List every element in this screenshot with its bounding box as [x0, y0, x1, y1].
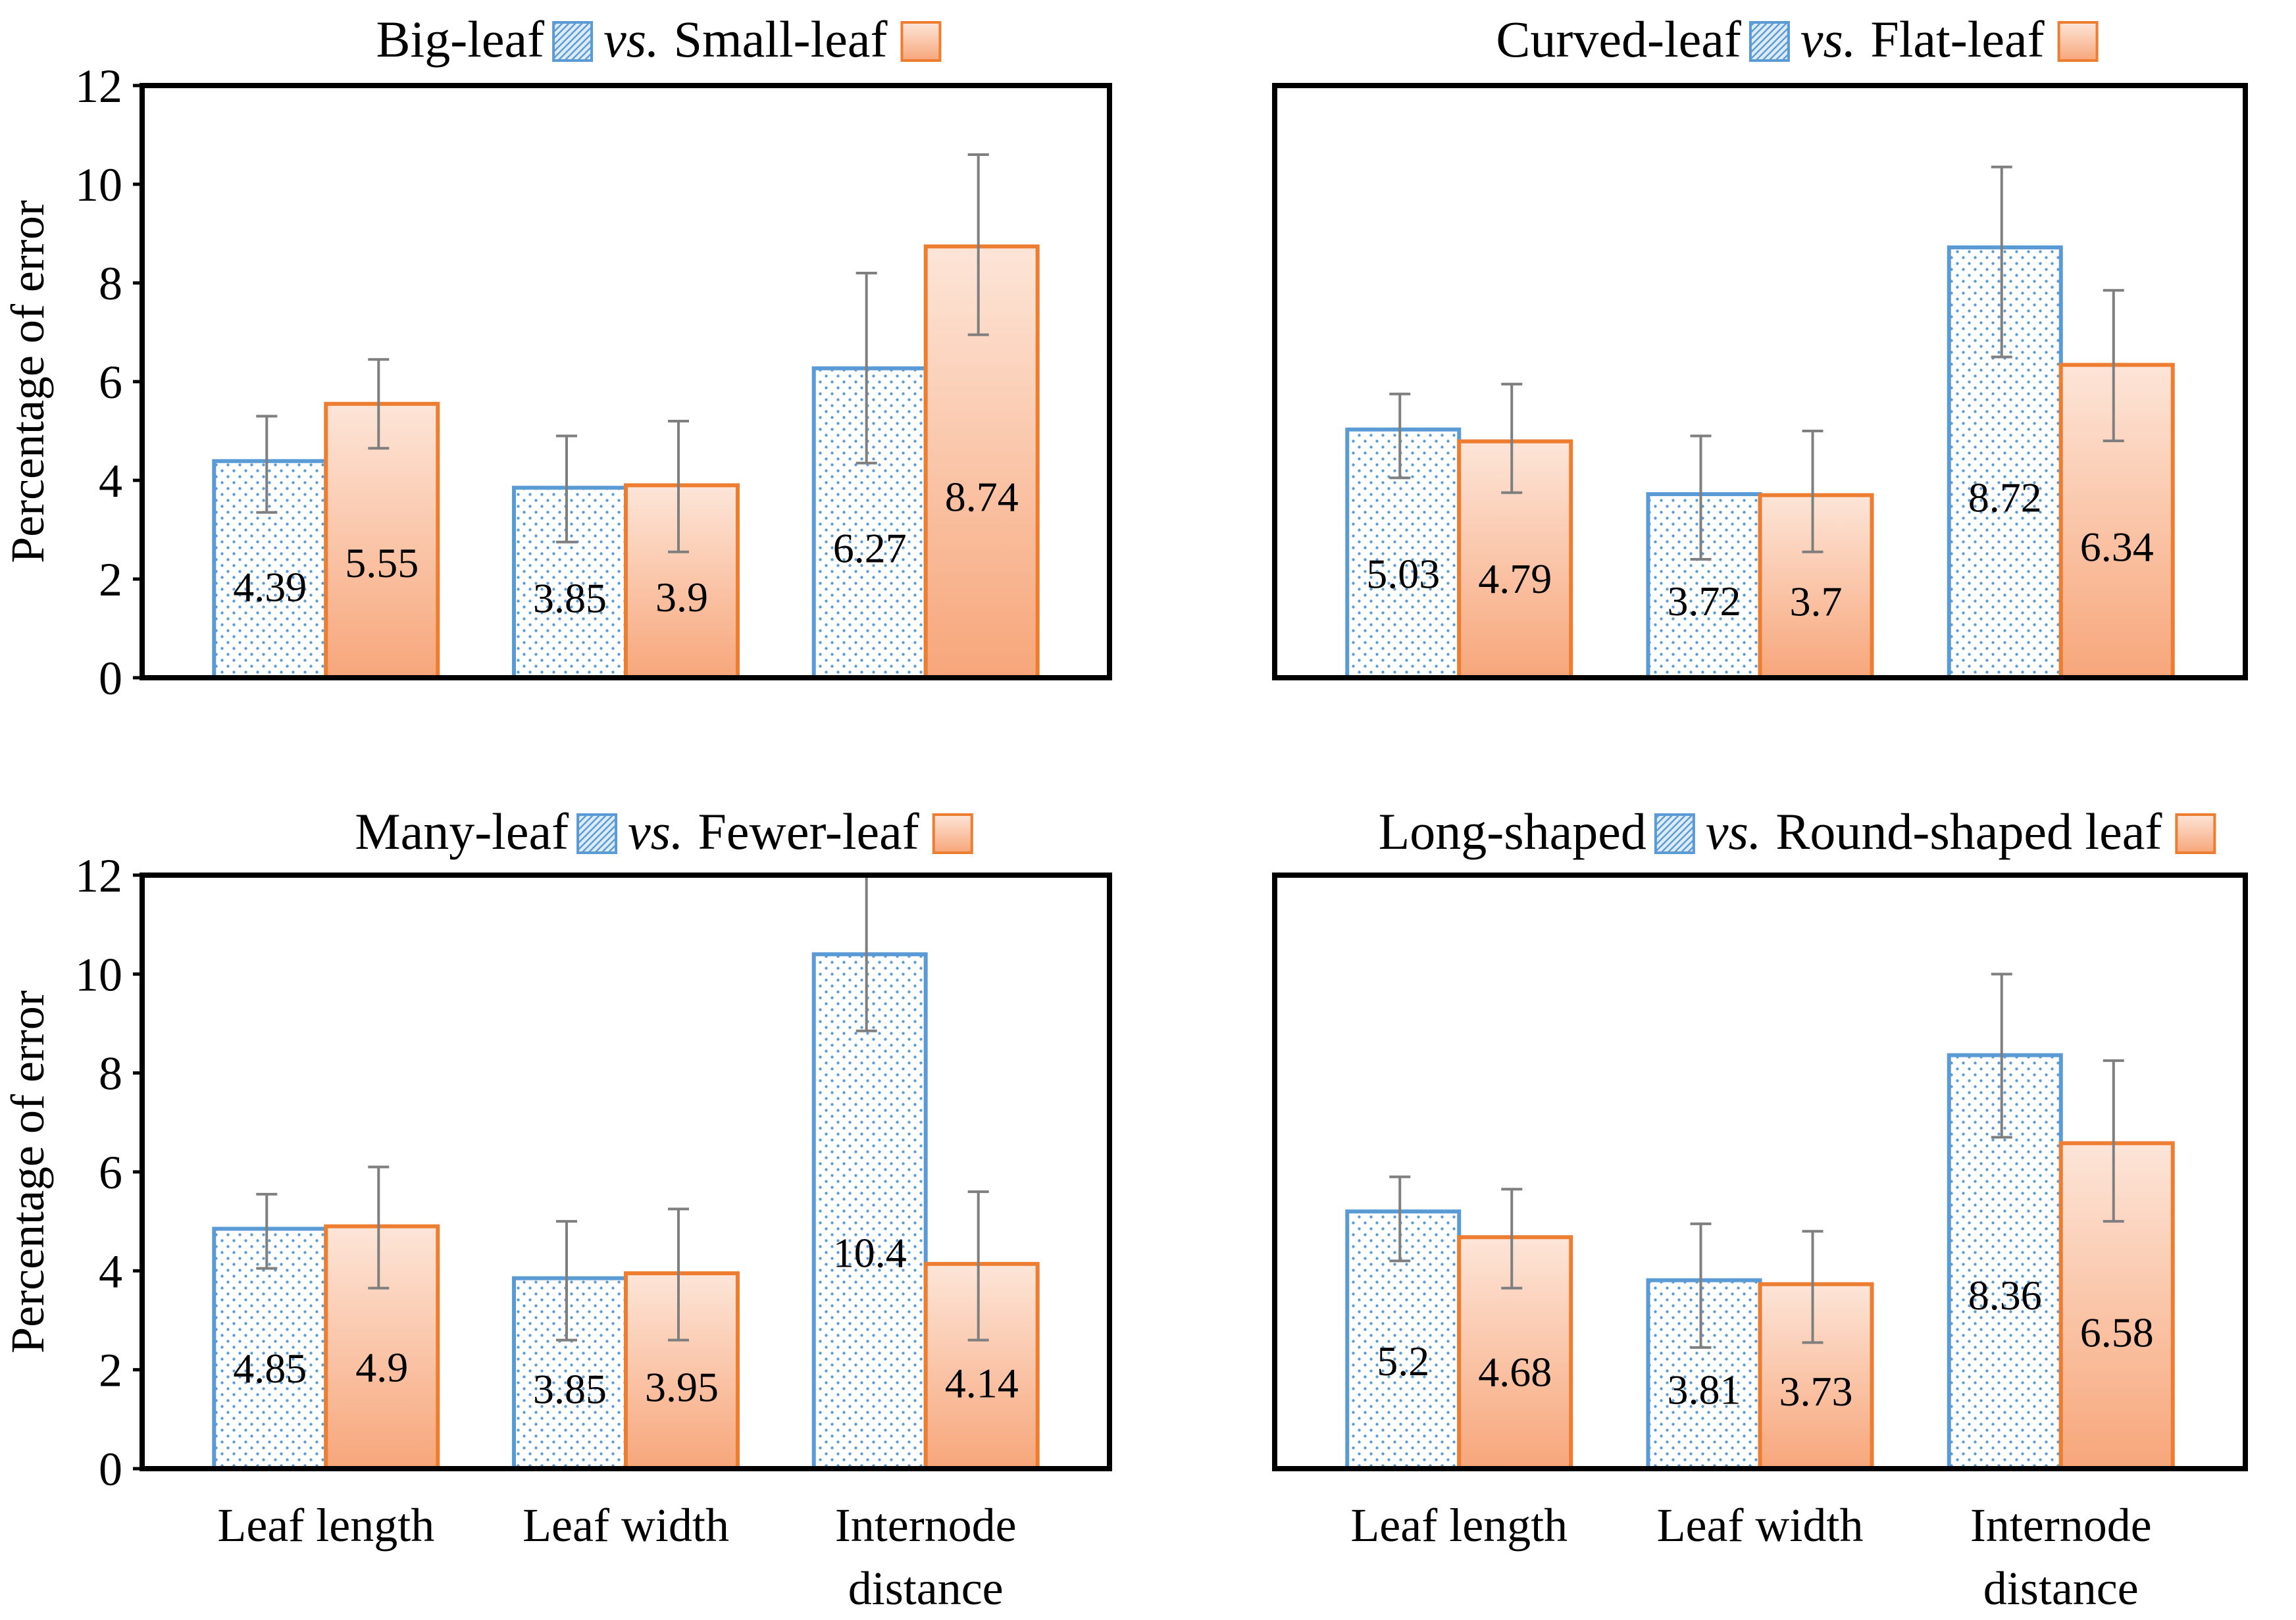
data-label: 3.85 [533, 575, 607, 622]
chart-title: Long-shaped vs. Round-shaped leaf [1379, 803, 2162, 860]
data-label: 6.58 [2080, 1309, 2154, 1355]
y-tick-label: 10 [75, 948, 122, 1001]
vs-label: vs. [1706, 803, 1761, 860]
data-label: 6.34 [2080, 523, 2154, 570]
y-tick-label: 0 [99, 652, 122, 705]
plot-frame [1272, 873, 2248, 1471]
x-tick-label: Internode distance [1970, 1499, 2152, 1615]
y-tick-label: 12 [75, 60, 122, 113]
bar-b [624, 1271, 740, 1471]
data-label: 4.68 [1478, 1348, 1552, 1395]
legend-label-b: Flat-leaf [1870, 11, 2044, 68]
bar-b [923, 1261, 1040, 1471]
bar-a [811, 952, 928, 1471]
vs-label: vs. [1800, 11, 1856, 68]
bar-a [1947, 245, 2063, 680]
chart-panel-1: Big-leaf vs. Small-leaf 4.39 5.55 3.85 3.9 6.27… [1, 11, 1112, 705]
legend-swatch-b [932, 813, 973, 854]
x-tick-label: Internode distance [835, 1499, 1017, 1615]
legend-label-a: Curved-leaf [1496, 11, 1741, 68]
data-label: 5.03 [1366, 551, 1440, 597]
y-tick-label: 2 [99, 553, 122, 606]
data-label: 6.27 [833, 524, 907, 571]
chart-panel-2: Curved-leaf vs. Flat-leaf 5.03 4.79 3.72 3.7 8.… [1272, 11, 2248, 680]
chart-panel-3: Many-leaf vs. Fewer-leaf 4.85 4.9 Leaf length… [1, 803, 1112, 1615]
bar-a [212, 459, 328, 680]
bar-b [1758, 1282, 1874, 1471]
data-label: 4.39 [233, 564, 307, 611]
legend-swatch-a [552, 21, 594, 62]
legend-label-b: Small-leaf [674, 11, 888, 68]
chart-title: Big-leaf vs. Small-leaf [376, 11, 888, 68]
data-label: 8.72 [1968, 474, 2042, 520]
legend-label-a: Many-leaf [355, 803, 569, 860]
y-tick-label: 6 [99, 1146, 122, 1199]
legend-swatch-a [1654, 813, 1695, 854]
data-label: 3.73 [1779, 1368, 1853, 1415]
y-tick-label: 0 [99, 1443, 122, 1496]
legend-swatch-a [576, 813, 618, 854]
chart-title: Many-leaf vs. Fewer-leaf [355, 803, 919, 860]
x-tick-label: Leaf length [217, 1499, 434, 1552]
legend-swatch-b [900, 21, 942, 62]
x-tick-label: Leaf width [523, 1499, 729, 1552]
y-tick-label: 4 [99, 1245, 122, 1298]
vs-label: vs. [628, 803, 683, 860]
legend-label-a: Big-leaf [376, 11, 545, 68]
legend-label-a: Long-shaped [1379, 803, 1646, 860]
data-label: 8.36 [1968, 1272, 2042, 1319]
y-tick-label: 8 [99, 257, 122, 310]
legend-label-b: Round-shaped leaf [1775, 803, 2162, 860]
bar-a [1646, 492, 1762, 680]
y-axis-label: Percentage of error [1, 990, 54, 1354]
data-label: 5.55 [345, 540, 419, 586]
chart-panel-4: Long-shaped vs. Round-shaped leaf 5.2 4.68 Le… [1272, 803, 2248, 1615]
bar-a [811, 366, 928, 680]
chart-title: Curved-leaf vs. Flat-leaf [1496, 11, 2044, 68]
data-label: 10.4 [833, 1230, 907, 1277]
y-tick-label: 10 [75, 159, 122, 211]
data-label: 4.9 [355, 1344, 408, 1390]
legend-swatch-a [1748, 21, 1790, 62]
x-tick-label: Leaf length [1350, 1499, 1568, 1552]
bar-b [923, 244, 1040, 680]
data-label: 3.72 [1668, 578, 1741, 624]
data-label: 5.2 [1377, 1338, 1429, 1384]
plot-frame [1272, 83, 2248, 680]
data-label: 8.74 [945, 474, 1019, 520]
data-label: 3.81 [1668, 1367, 1741, 1413]
bar-b [1758, 493, 1874, 680]
data-label: 4.85 [233, 1345, 307, 1392]
bar-b [2058, 1141, 2175, 1471]
bar-a [1947, 1053, 2063, 1471]
y-tick-label: 12 [75, 849, 122, 902]
data-label: 3.95 [645, 1363, 719, 1410]
y-tick-label: 6 [99, 356, 122, 409]
legend-label-b: Fewer-leaf [698, 803, 919, 860]
data-label: 3.85 [533, 1365, 607, 1412]
data-label: 4.14 [945, 1359, 1019, 1406]
x-tick-label: Leaf width [1657, 1499, 1864, 1552]
data-label: 4.79 [1478, 555, 1552, 602]
legend-swatch-b [2175, 813, 2216, 854]
y-tick-label: 8 [99, 1048, 122, 1100]
y-axis-label: Percentage of error [1, 200, 54, 563]
bar-b [324, 1224, 440, 1471]
vs-label: vs. [603, 11, 659, 68]
data-label: 3.9 [655, 574, 708, 620]
y-tick-label: 2 [99, 1344, 122, 1397]
legend-swatch-b [2057, 21, 2099, 62]
y-tick-label: 4 [99, 455, 122, 507]
data-label: 3.7 [1790, 578, 1843, 624]
bar-b [2058, 363, 2175, 680]
